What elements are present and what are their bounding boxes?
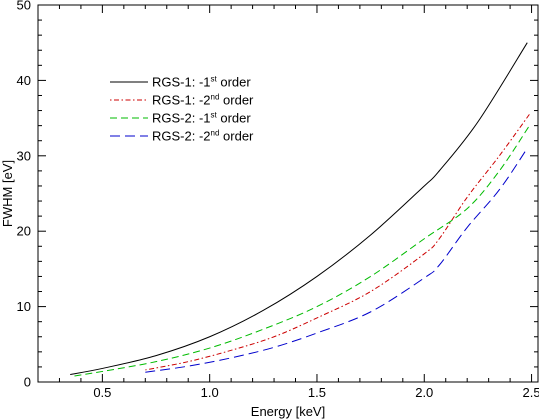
legend-label-main: RGS-2: -2 [152, 129, 211, 144]
x-tick-label: 0.5 [93, 385, 111, 400]
x-axis-label: Energy [keV] [251, 404, 325, 419]
y-tick-label: 10 [17, 299, 31, 314]
y-tick-label: 20 [17, 224, 31, 239]
x-tick-label: 1.0 [201, 385, 219, 400]
y-tick-label: 50 [17, 0, 31, 13]
legend-label-main: RGS-1: -1 [152, 75, 211, 90]
legend-label-3: RGS-2: -1st order [152, 111, 251, 126]
legend-label-suffix: order [219, 129, 254, 144]
series-lines [70, 42, 530, 377]
y-tick-label: 30 [17, 148, 31, 163]
y-tick-label: 0 [24, 375, 31, 390]
x-tick-label: 2.0 [415, 385, 433, 400]
legend-label-1: RGS-1: -1st order [152, 75, 251, 90]
legend-label-suffix: order [217, 75, 252, 90]
plot-frame [37, 4, 539, 383]
y-tick-label: 40 [17, 73, 31, 88]
legend-label-2: RGS-1: -2nd order [152, 93, 254, 108]
legend-label-main: RGS-2: -1 [152, 111, 211, 126]
axis-ticks [38, 4, 538, 383]
legend-label-superscript: st [211, 75, 218, 84]
x-tick-label: 2.5 [523, 385, 539, 400]
series-line-1 [70, 42, 528, 375]
legend-label-main: RGS-1: -2 [152, 93, 211, 108]
legend-label-4: RGS-2: -2nd order [152, 129, 254, 144]
legend-label-suffix: order [217, 111, 252, 126]
series-line-4 [145, 147, 528, 373]
y-axis-label: FWHM [eV] [0, 160, 15, 227]
series-line-3 [74, 125, 530, 377]
axis-tick-labels: 0.5 1.0 1.5 2.0 2.5 0 10 20 30 40 50 [17, 0, 539, 400]
legend-label-superscript: nd [211, 129, 220, 138]
legend-label-superscript: st [211, 111, 218, 120]
series-line-2 [145, 114, 530, 371]
legend-label-superscript: nd [211, 93, 220, 102]
legend-label-suffix: order [219, 93, 254, 108]
x-tick-label: 1.5 [308, 385, 326, 400]
